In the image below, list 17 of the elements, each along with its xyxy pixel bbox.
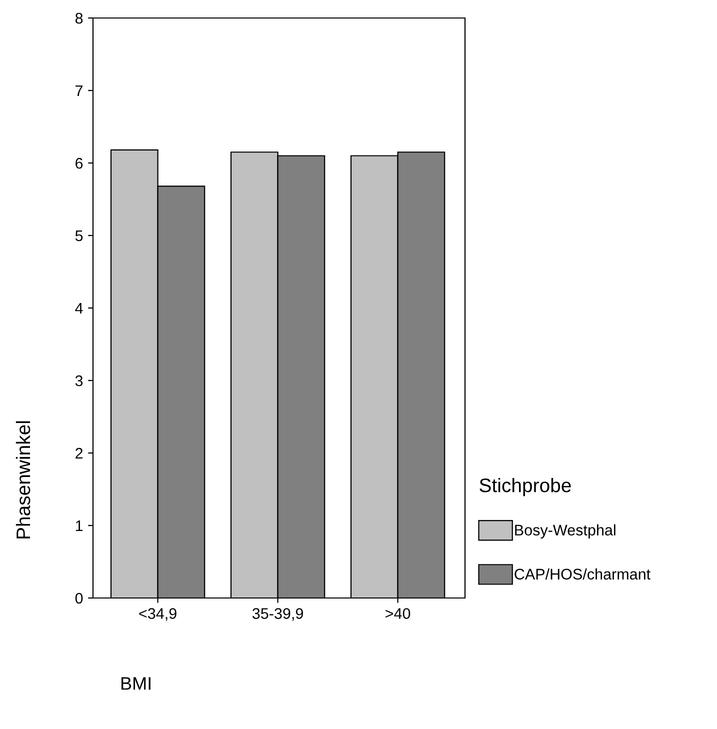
x-axis-title: BMI (121, 677, 150, 690)
legend-label: CAP/HOS/charmant (514, 568, 650, 580)
legend-label: Bosy-Westphal (515, 524, 616, 539)
x-tick-label: 35-39,9 (252, 608, 303, 621)
legend-title: Stichprobe (480, 478, 571, 496)
x-tick-label: >40 (386, 608, 410, 619)
y-axis-title: Phasenwinkel (16, 421, 30, 538)
y-tick-label: 1 (76, 520, 83, 532)
x-tick-label: <34,9 (139, 608, 176, 621)
y-tick-label: 8 (75, 12, 83, 24)
y-tick-label: 7 (76, 86, 83, 96)
y-tick-label: 5 (75, 230, 83, 242)
y-tick-label: 2 (76, 448, 83, 459)
y-tick-label: 0 (75, 592, 83, 604)
y-tick-label: 6 (76, 158, 83, 169)
y-tick-label: 3 (75, 375, 83, 386)
y-tick-label: 4 (75, 303, 83, 314)
